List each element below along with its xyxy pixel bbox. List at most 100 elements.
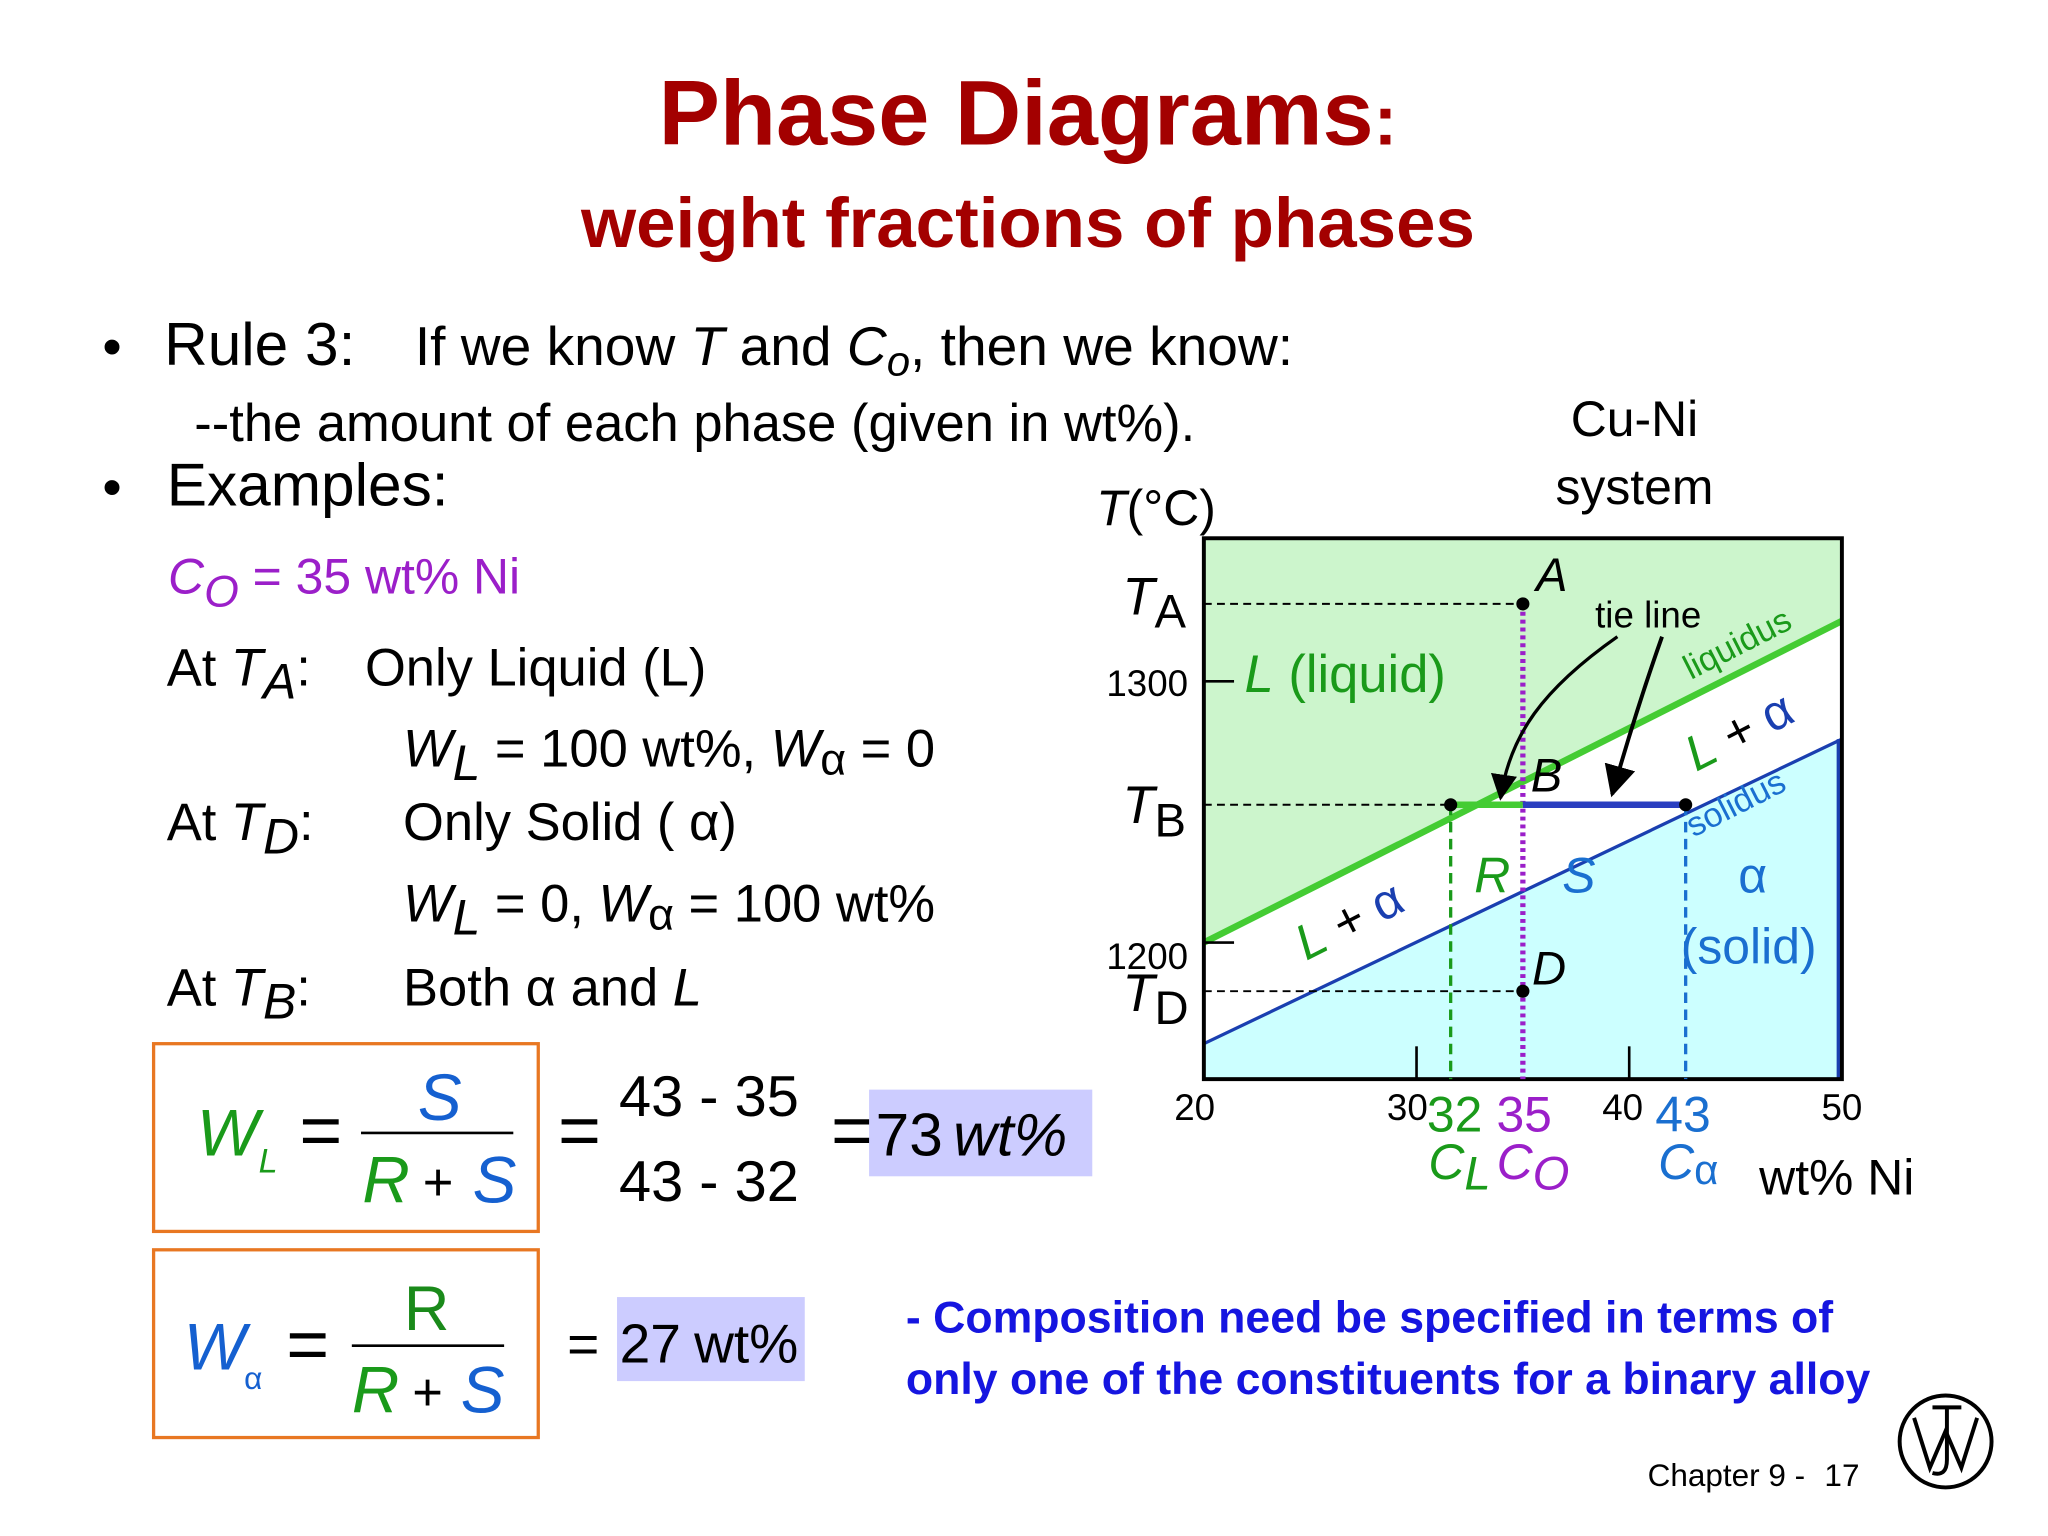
subscript: D xyxy=(263,808,299,864)
text: and xyxy=(556,959,673,1018)
text: At xyxy=(167,638,231,697)
point xyxy=(1516,597,1530,611)
denominator-s: S xyxy=(473,1144,517,1217)
text: W xyxy=(599,875,653,934)
region-label: L (liquid) xyxy=(1245,645,1446,704)
subscript: o xyxy=(887,337,910,384)
text: T xyxy=(1122,776,1158,835)
arrow xyxy=(1604,636,1664,798)
point-label: A xyxy=(1533,549,1568,602)
text: α xyxy=(689,793,719,852)
text: If we know xyxy=(415,315,691,377)
bullet: • xyxy=(102,455,121,517)
composition-value: 35 xyxy=(1496,1087,1551,1143)
composition: CO = 35 wt% Ni xyxy=(168,548,520,616)
equals: = xyxy=(286,1302,329,1385)
point xyxy=(1679,798,1693,812)
subscript: α xyxy=(648,890,674,939)
equals: = xyxy=(567,1313,599,1375)
system-label: Cu-Ni xyxy=(1571,391,1698,447)
subscript: L xyxy=(453,890,481,946)
note: - Composition need be specified in terms… xyxy=(906,1294,1833,1343)
x-axis-label: wt% Ni xyxy=(1758,1150,1914,1206)
text: C xyxy=(1658,1134,1695,1190)
formula-sub: L xyxy=(259,1142,278,1180)
text: C xyxy=(1497,1134,1534,1190)
denominator-r: R xyxy=(352,1354,399,1427)
phase-diagram: Cu-Ni system T(°C) TA TB TD 1300 1200 20… xyxy=(1096,391,1914,1206)
logo-j xyxy=(1931,1405,1962,1476)
page-number: 17 xyxy=(1824,1457,1859,1493)
text: (liquid) xyxy=(1274,645,1446,704)
subscript: O xyxy=(1533,1147,1570,1200)
result-unit: wt% xyxy=(693,1313,798,1375)
equals: = xyxy=(831,1088,874,1171)
equals: = xyxy=(558,1088,601,1171)
point-label: D xyxy=(1532,943,1566,996)
equals: = xyxy=(299,1088,342,1171)
liquidus-line xyxy=(1202,618,1844,946)
tie-line-label: tie line xyxy=(1595,595,1701,636)
x-tick-label: 20 xyxy=(1174,1087,1215,1128)
case-ta-w: WL = 100 wt%, Wα = 0 xyxy=(403,720,935,791)
text: = 35 wt% Ni xyxy=(239,548,520,604)
formula-sub: α xyxy=(244,1360,262,1396)
subscript: A xyxy=(260,653,296,709)
subscript: L xyxy=(1464,1147,1490,1200)
point-label: B xyxy=(1531,750,1563,803)
result-unit: wt% xyxy=(953,1100,1067,1168)
text: T xyxy=(1122,964,1158,1023)
text: T xyxy=(231,638,267,697)
point xyxy=(1444,798,1458,812)
text: : xyxy=(296,638,311,697)
denominator-value: 43 - 32 xyxy=(619,1150,799,1214)
text: L xyxy=(673,959,702,1018)
composition-value: 43 xyxy=(1655,1087,1710,1143)
text: (°C) xyxy=(1127,480,1216,536)
x-tick-label: 40 xyxy=(1602,1087,1643,1128)
logo-circle xyxy=(1897,1393,1994,1490)
case-td-w: WL = 0, Wα = 100 wt% xyxy=(403,875,935,946)
x-tick-label: 30 xyxy=(1387,1087,1428,1128)
subscript: B xyxy=(263,974,296,1030)
plus: + xyxy=(412,1363,443,1422)
result-value: 27 xyxy=(620,1313,681,1375)
text: W xyxy=(771,720,825,779)
x-tick-label: 50 xyxy=(1821,1087,1862,1128)
result-value: 73 xyxy=(876,1100,943,1168)
title-main: Phase Diagrams xyxy=(659,62,1374,164)
text: Both xyxy=(403,959,526,1018)
text: = 100 wt%, xyxy=(480,720,770,779)
formula-box xyxy=(151,1248,540,1440)
text: W xyxy=(403,875,457,934)
formula-box xyxy=(151,1042,540,1234)
text: : xyxy=(296,959,311,1018)
text: , then we know: xyxy=(910,315,1293,377)
title-colon: : xyxy=(1374,81,1398,160)
rule-label: Rule 3: xyxy=(164,310,355,378)
text: C xyxy=(168,548,205,604)
temperature-label: TD xyxy=(1122,964,1188,1035)
text: = 0, xyxy=(480,875,598,934)
text: C xyxy=(847,315,888,377)
composition-value: 32 xyxy=(1427,1087,1482,1143)
text: T xyxy=(231,959,267,1018)
result: 73 wt% xyxy=(876,1100,1068,1168)
plus: + xyxy=(423,1153,454,1212)
case-tb: At TB: xyxy=(167,959,311,1030)
subscript: L xyxy=(453,735,481,791)
point xyxy=(1516,984,1530,998)
text: = 100 wt% xyxy=(674,875,935,934)
subtitle: weight fractions of phases xyxy=(580,184,1475,263)
text: T xyxy=(1122,567,1158,626)
text: C xyxy=(1428,1134,1465,1190)
text: T xyxy=(1096,480,1130,536)
highlight xyxy=(869,1089,1093,1177)
formula-w: W xyxy=(184,1310,252,1383)
examples-label: Examples: xyxy=(167,450,449,518)
subscript: D xyxy=(1155,982,1189,1035)
numerator-value: 43 - 35 xyxy=(619,1065,799,1129)
logo xyxy=(1897,1393,1994,1490)
formula-w: W xyxy=(197,1096,265,1169)
